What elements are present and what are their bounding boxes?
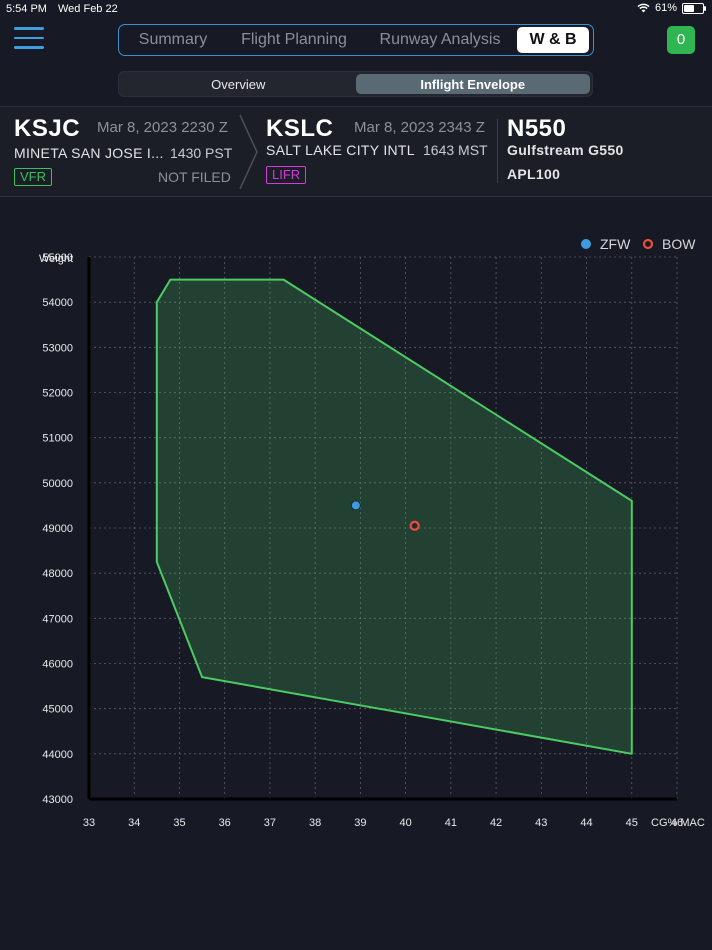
x-tick-label: 45 xyxy=(626,817,638,829)
x-tick-label: 37 xyxy=(264,817,276,829)
arrival-name: SALT LAKE CITY INTL xyxy=(266,142,415,158)
tab-weight-balance[interactable]: W & B xyxy=(517,27,589,53)
y-axis-label: Weight xyxy=(39,253,73,265)
flight-info-bar: KSJC Mar 8, 2023 2230 Z MINETA SAN JOSE … xyxy=(0,106,712,197)
divider xyxy=(497,119,498,183)
y-tick-label: 44000 xyxy=(42,749,73,761)
y-tick-label: 54000 xyxy=(42,297,73,309)
aircraft-type: Gulfstream G550 xyxy=(507,142,624,158)
y-tick-label: 55000 xyxy=(42,252,73,264)
x-tick-label: 33 xyxy=(83,817,95,829)
cg-envelope-chart: 33 34 35 36 37 38 39 40 41 42 43 44 45 46 43000 44000 45… xyxy=(39,236,705,829)
bow-point xyxy=(409,520,420,531)
x-tick-label: 43 xyxy=(535,817,547,829)
y-tick-label: 43000 xyxy=(42,794,73,806)
x-tick-label: 36 xyxy=(219,817,231,829)
departure-datetime: Mar 8, 2023 2230 Z xyxy=(97,119,228,136)
x-tick-label: 40 xyxy=(399,817,411,829)
x-tick-label: 46 xyxy=(671,817,683,829)
tab-flight-planning[interactable]: Flight Planning xyxy=(241,31,347,48)
battery-icon xyxy=(682,2,706,14)
y-tick-label: 46000 xyxy=(42,659,73,671)
zfw-point xyxy=(350,500,361,511)
departure-name: MINETA SAN JOSE I... xyxy=(14,145,164,161)
departure-code: KSJC xyxy=(14,115,81,142)
filing-status: NOT FILED xyxy=(158,169,231,185)
chevron-right-icon xyxy=(239,114,258,190)
x-axis-label: CG% MAC xyxy=(651,817,705,829)
aircraft-tail: N550 xyxy=(507,115,567,142)
subtab-inflight-envelope[interactable]: Inflight Envelope xyxy=(355,74,590,94)
notifications-badge-button[interactable]: 0 xyxy=(667,26,695,54)
y-tick-label: 51000 xyxy=(42,433,73,445)
arrival-wx-badge: LIFR xyxy=(266,166,307,184)
y-tick-label: 48000 xyxy=(42,568,73,580)
status-indicators: 61% xyxy=(637,2,706,14)
legend-zfw-label: ZFW xyxy=(600,236,631,252)
status-bar: 5:54 PM Wed Feb 22 61% xyxy=(0,0,712,18)
x-tick-label: 35 xyxy=(173,817,185,829)
hamburger-icon xyxy=(14,27,44,30)
y-tick-label: 52000 xyxy=(42,388,73,400)
y-tick-label: 49000 xyxy=(42,523,73,535)
x-tick-label: 42 xyxy=(490,817,502,829)
y-tick-label: 50000 xyxy=(42,478,73,490)
tab-runway-analysis[interactable]: Runway Analysis xyxy=(379,31,501,48)
subtab-overview[interactable]: Overview xyxy=(211,77,266,92)
status-time: 5:54 PM xyxy=(6,3,47,15)
main-tabs: Summary Flight Planning Runway Analysis … xyxy=(118,24,594,56)
cg-envelope-polygon xyxy=(155,278,633,755)
x-tick-label: 41 xyxy=(445,817,457,829)
legend-bow-label: BOW xyxy=(662,236,696,252)
x-tick-label: 39 xyxy=(354,817,366,829)
y-tick-label: 47000 xyxy=(42,613,73,625)
legend-zfw-marker xyxy=(581,239,591,249)
tab-summary[interactable]: Summary xyxy=(138,31,208,48)
arrival-datetime: Mar 8, 2023 2343 Z xyxy=(354,119,485,136)
legend-bow-marker xyxy=(642,238,654,250)
battery-percent: 61% xyxy=(654,2,677,14)
aircraft-profile: APL100 xyxy=(507,166,561,182)
x-tick-label: 44 xyxy=(580,817,592,829)
arrival-local-time: 1643 MST xyxy=(423,142,488,158)
wifi-icon xyxy=(637,3,650,13)
x-tick-label: 34 xyxy=(128,817,140,829)
departure-local-time: 1430 PST xyxy=(170,145,233,161)
departure-wx-badge: VFR xyxy=(14,168,52,186)
y-tick-label: 53000 xyxy=(42,342,73,354)
menu-button[interactable] xyxy=(14,27,44,51)
y-tick-label: 45000 xyxy=(42,704,73,716)
status-date: Wed Feb 22 xyxy=(58,3,118,15)
arrival-code: KSLC xyxy=(266,115,334,142)
x-tick-label: 38 xyxy=(309,817,321,829)
sub-tabs: Overview Inflight Envelope xyxy=(118,71,593,97)
